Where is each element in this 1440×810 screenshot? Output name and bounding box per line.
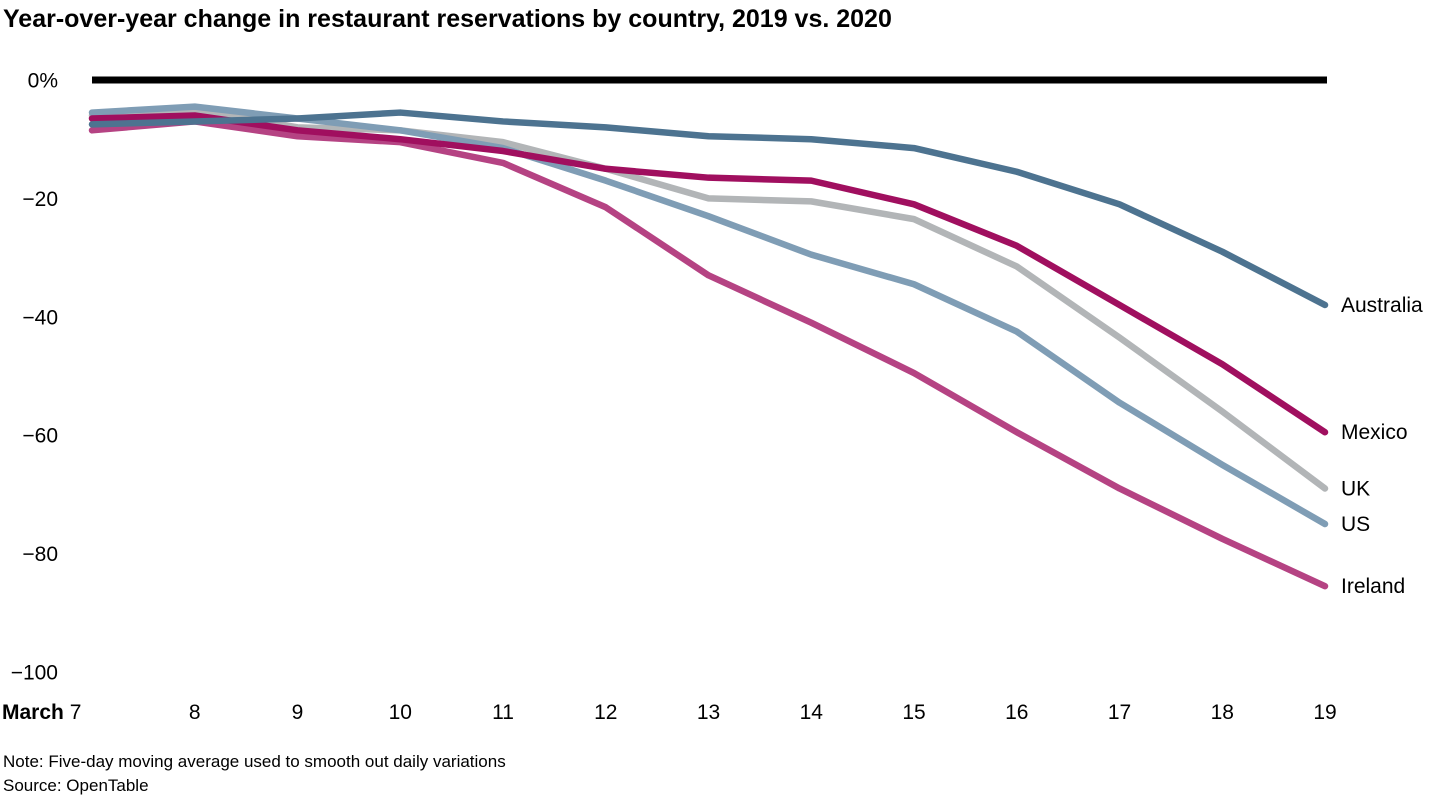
y-axis-tick-label: −80	[22, 543, 58, 566]
x-axis-tick-label: 12	[594, 701, 617, 724]
series-label-uk: UK	[1341, 477, 1370, 500]
x-axis-tick-label: 19	[1313, 701, 1336, 724]
x-axis-tick-label: 15	[902, 701, 925, 724]
y-axis-tick-label: −20	[22, 188, 58, 211]
x-axis-tick-label: 10	[389, 701, 412, 724]
series-line-australia	[88, 109, 1329, 309]
x-axis-tick-label: 8	[189, 701, 201, 724]
x-axis-tick-label: 17	[1108, 701, 1131, 724]
series-label-australia: Australia	[1341, 294, 1423, 317]
x-axis-tick-label: 13	[697, 701, 720, 724]
x-axis-tick-label: 18	[1211, 701, 1234, 724]
series-line-ireland	[88, 118, 1329, 590]
chart-note: Note: Five-day moving average used to sm…	[3, 752, 506, 771]
x-axis-tick-label: 9	[292, 701, 304, 724]
chart-source: Source: OpenTable	[3, 776, 149, 795]
y-axis-tick-label: −100	[11, 662, 58, 685]
series-line-uk	[88, 106, 1329, 492]
x-axis-tick-label: 11	[492, 701, 514, 724]
series-label-mexico: Mexico	[1341, 421, 1408, 444]
chart-title: Year-over-year change in restaurant rese…	[3, 5, 892, 33]
series-line-mexico	[88, 112, 1329, 436]
series-label-ireland: Ireland	[1341, 575, 1405, 598]
x-axis-tick-label: 16	[1005, 701, 1028, 724]
y-axis-tick-label: −40	[22, 306, 58, 329]
x-axis-first-tick-label: March 7	[2, 701, 81, 724]
y-axis-tick-label: 0%	[28, 70, 58, 93]
series-label-us: US	[1341, 513, 1370, 536]
x-axis-tick-label: 14	[800, 701, 824, 724]
y-axis-tick-label: −60	[22, 425, 58, 448]
